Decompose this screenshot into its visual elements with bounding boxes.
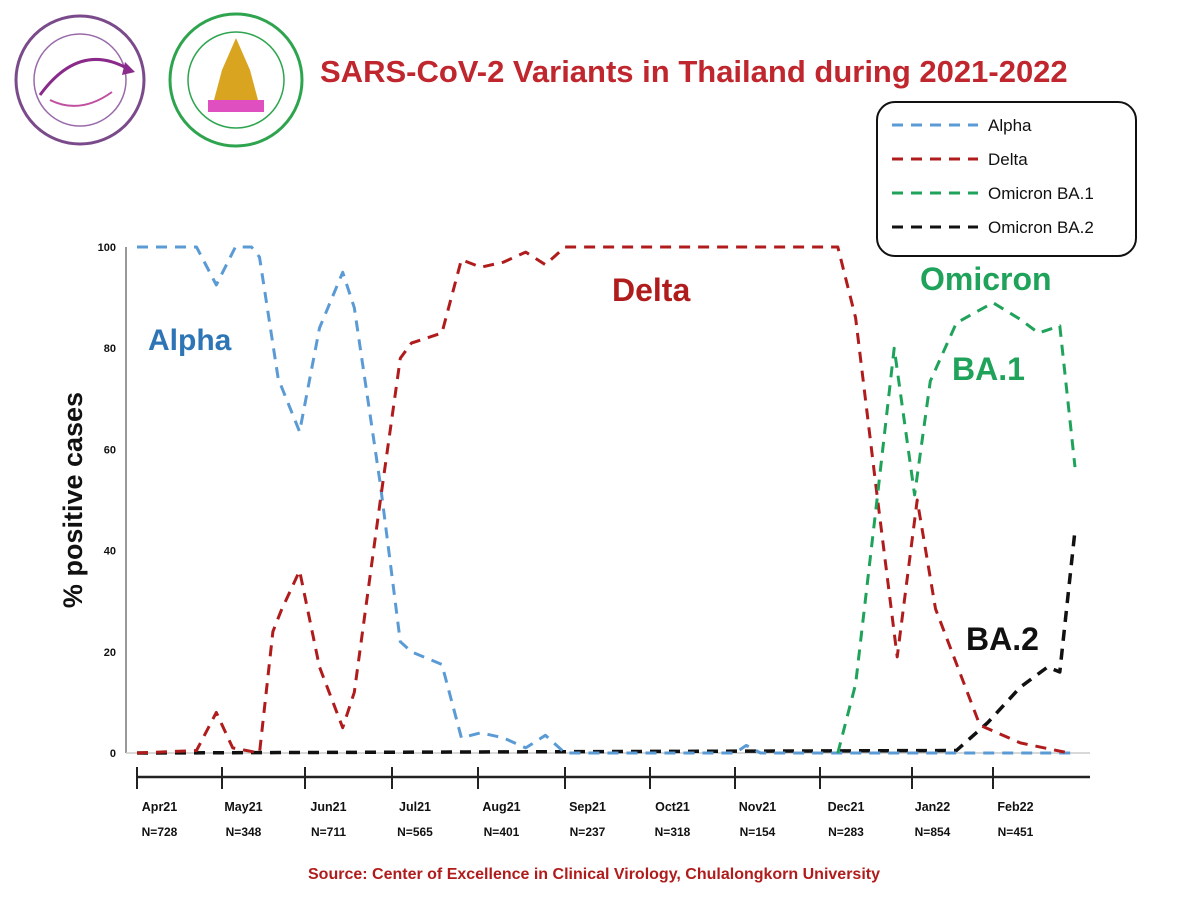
series-line — [136, 245, 1070, 755]
annotation-alpha: Alpha — [148, 324, 232, 357]
month-label: Apr21 — [142, 800, 177, 814]
series-delta — [136, 245, 1070, 755]
sample-size-label: N=283 — [828, 825, 864, 839]
series-alpha — [136, 245, 1076, 755]
annotation-ba-1: BA.1 — [952, 351, 1025, 387]
source-note: Source: Center of Excellence in Clinical… — [308, 866, 880, 883]
legend-label: Delta — [988, 150, 1028, 169]
legend-label: Omicron BA.2 — [988, 218, 1094, 237]
y-tick-label: 20 — [104, 647, 116, 659]
sample-size-label: N=154 — [740, 825, 776, 839]
month-label: Jun21 — [310, 800, 346, 814]
month-label: May21 — [224, 800, 262, 814]
month-label: Aug21 — [482, 800, 520, 814]
y-axis-label: % positive cases — [58, 392, 88, 608]
chart-title: SARS-CoV-2 Variants in Thailand during 2… — [320, 54, 1068, 89]
y-tick-label: 100 — [98, 242, 116, 254]
month-label: Jan22 — [915, 800, 950, 814]
chulalongkorn-medicine-logo — [168, 12, 304, 148]
y-tick-label: 0 — [110, 748, 116, 760]
annotation-ba-2: BA.2 — [966, 621, 1039, 657]
sample-size-label: N=854 — [915, 825, 951, 839]
annotation-delta: Delta — [612, 272, 690, 308]
sample-size-label: N=728 — [142, 825, 178, 839]
month-label: Feb22 — [997, 800, 1033, 814]
month-label: Jul21 — [399, 800, 431, 814]
y-tick-label: 60 — [104, 444, 116, 456]
legend-label: Alpha — [988, 116, 1032, 135]
month-label: Dec21 — [828, 800, 865, 814]
sample-size-label: N=237 — [570, 825, 606, 839]
legend-label: Omicron BA.1 — [988, 184, 1094, 203]
series-omicron-ba-1 — [836, 301, 1077, 754]
y-tick-label: 80 — [104, 343, 116, 355]
sample-size-label: N=711 — [311, 825, 346, 839]
sample-size-label: N=451 — [998, 825, 1034, 839]
series-line — [137, 245, 1075, 755]
y-tick-label: 40 — [104, 546, 116, 558]
month-label: Nov21 — [739, 800, 777, 814]
sample-size-label: N=348 — [226, 825, 262, 839]
annotation-omicron: Omicron — [920, 261, 1052, 297]
month-label: Oct21 — [655, 800, 690, 814]
sample-size-label: N=565 — [397, 825, 433, 839]
legend: Alpha Delta Omicron BA.1 Omicron BA.2 — [876, 101, 1137, 257]
month-label: Sep21 — [569, 800, 606, 814]
sample-size-label: N=318 — [655, 825, 691, 839]
series-omicron-ba-2 — [136, 530, 1077, 755]
series-line — [136, 530, 1077, 755]
series-line — [836, 301, 1077, 754]
center-of-excellence-logo — [14, 14, 146, 146]
sample-size-label: N=401 — [484, 825, 520, 839]
